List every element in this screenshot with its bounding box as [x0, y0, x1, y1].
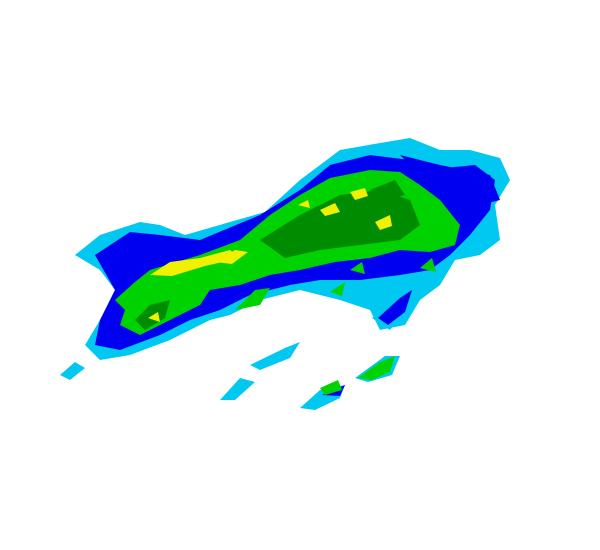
precip-cell: [375, 215, 392, 230]
precip-cell: [400, 155, 500, 205]
precip-cell: [350, 188, 368, 200]
precip-cell: [135, 300, 170, 330]
precip-layer-very-heavy: [148, 188, 392, 322]
precip-cell: [330, 282, 345, 296]
precip-cell: [320, 203, 340, 216]
precip-cell: [250, 342, 300, 370]
precip-cell: [215, 250, 248, 264]
precip-cell: [148, 312, 160, 322]
precip-cell: [420, 258, 436, 272]
precip-layer-heavy: [135, 180, 420, 330]
precip-cell: [235, 288, 270, 310]
precip-cell: [350, 262, 365, 274]
precip-cell: [298, 200, 310, 208]
precip-cell: [220, 378, 255, 400]
precip-cell: [320, 380, 342, 395]
precip-cell: [370, 180, 405, 200]
precip-cell: [60, 362, 85, 380]
precip-cell: [358, 356, 395, 380]
precip-cell: [260, 190, 420, 258]
precip-cell: [150, 250, 240, 276]
precip-cell: [378, 290, 412, 325]
